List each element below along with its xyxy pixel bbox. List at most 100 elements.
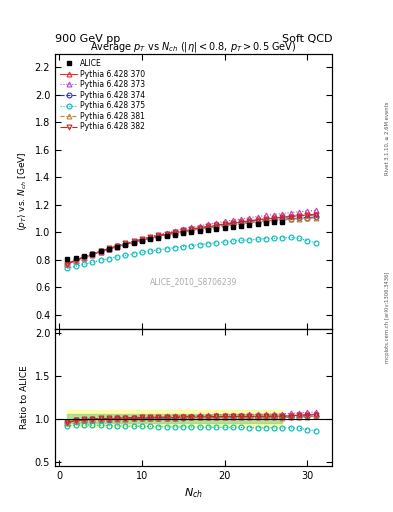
Pythia 6.428 374 <box>272 217 277 223</box>
Pythia 6.428 373 <box>264 212 268 219</box>
Pythia 6.428 381 <box>73 257 78 263</box>
Pythia 6.428 370 <box>98 249 103 255</box>
Pythia 6.428 373 <box>65 261 70 267</box>
Pythia 6.428 381 <box>107 246 111 252</box>
ALICE <box>164 233 169 239</box>
Pythia 6.428 373 <box>131 238 136 244</box>
Pythia 6.428 374 <box>173 230 177 236</box>
Pythia 6.428 374 <box>222 222 227 228</box>
Pythia 6.428 374 <box>140 237 144 243</box>
Pythia 6.428 374 <box>189 227 194 233</box>
Legend: ALICE, Pythia 6.428 370, Pythia 6.428 373, Pythia 6.428 374, Pythia 6.428 375, P: ALICE, Pythia 6.428 370, Pythia 6.428 37… <box>59 57 147 133</box>
Pythia 6.428 381 <box>82 254 86 260</box>
Pythia 6.428 382 <box>272 215 277 221</box>
Pythia 6.428 382 <box>222 221 227 227</box>
Pythia 6.428 375 <box>222 239 227 245</box>
ALICE <box>181 230 185 237</box>
Pythia 6.428 382 <box>148 234 152 240</box>
Text: 900 GeV pp: 900 GeV pp <box>55 34 120 44</box>
Pythia 6.428 381 <box>123 241 128 247</box>
Pythia 6.428 381 <box>305 215 310 221</box>
Pythia 6.428 374 <box>123 241 128 247</box>
Text: ALICE_2010_S8706239: ALICE_2010_S8706239 <box>150 278 237 286</box>
Text: Rivet 3.1.10, ≥ 2.6M events: Rivet 3.1.10, ≥ 2.6M events <box>385 101 389 175</box>
Pythia 6.428 382 <box>214 222 219 228</box>
Pythia 6.428 370 <box>280 214 285 220</box>
Pythia 6.428 374 <box>164 231 169 238</box>
Pythia 6.428 382 <box>305 212 310 219</box>
Pythia 6.428 381 <box>115 243 119 249</box>
Pythia 6.428 375 <box>65 265 70 271</box>
Pythia 6.428 370 <box>156 233 161 240</box>
Pythia 6.428 382 <box>189 226 194 232</box>
Pythia 6.428 375 <box>181 243 185 249</box>
ALICE <box>148 237 152 243</box>
ALICE <box>189 229 194 236</box>
Pythia 6.428 370 <box>140 237 144 243</box>
Pythia 6.428 381 <box>173 230 177 236</box>
Pythia 6.428 375 <box>107 255 111 262</box>
ALICE <box>173 231 177 238</box>
Pythia 6.428 375 <box>239 238 244 244</box>
Pythia 6.428 370 <box>264 216 268 222</box>
Pythia 6.428 370 <box>164 231 169 238</box>
Pythia 6.428 382 <box>239 219 244 225</box>
Pythia 6.428 382 <box>90 251 95 257</box>
Pythia 6.428 382 <box>173 229 177 235</box>
Pythia 6.428 382 <box>297 213 301 219</box>
Pythia 6.428 375 <box>123 252 128 259</box>
Pythia 6.428 370 <box>222 221 227 227</box>
Pythia 6.428 370 <box>123 241 128 247</box>
Pythia 6.428 370 <box>73 258 78 264</box>
Pythia 6.428 382 <box>280 215 285 221</box>
Pythia 6.428 370 <box>131 239 136 245</box>
Pythia 6.428 375 <box>230 238 235 244</box>
ALICE <box>131 240 136 246</box>
Text: Soft QCD: Soft QCD <box>282 34 332 44</box>
Pythia 6.428 374 <box>148 235 152 241</box>
ALICE <box>222 225 227 231</box>
Pythia 6.428 374 <box>313 214 318 220</box>
ALICE <box>90 250 95 257</box>
ALICE <box>230 224 235 230</box>
Pythia 6.428 370 <box>272 215 277 221</box>
Pythia 6.428 373 <box>288 209 293 216</box>
Pythia 6.428 370 <box>247 218 252 224</box>
Y-axis label: Ratio to ALICE: Ratio to ALICE <box>20 366 29 429</box>
Pythia 6.428 382 <box>247 218 252 224</box>
Pythia 6.428 375 <box>90 259 95 265</box>
Line: Pythia 6.428 375: Pythia 6.428 375 <box>65 235 318 271</box>
Pythia 6.428 374 <box>305 215 310 221</box>
Pythia 6.428 373 <box>280 210 285 217</box>
Pythia 6.428 381 <box>222 222 227 228</box>
Pythia 6.428 374 <box>107 246 111 252</box>
ALICE <box>197 228 202 234</box>
Pythia 6.428 375 <box>148 248 152 254</box>
ALICE <box>82 253 86 259</box>
Pythia 6.428 375 <box>156 247 161 253</box>
Pythia 6.428 374 <box>90 251 95 257</box>
ALICE <box>73 255 78 261</box>
Pythia 6.428 374 <box>181 228 185 234</box>
Pythia 6.428 382 <box>288 214 293 220</box>
Pythia 6.428 370 <box>305 212 310 218</box>
Pythia 6.428 374 <box>115 243 119 249</box>
ALICE <box>264 220 268 226</box>
Pythia 6.428 373 <box>148 233 152 240</box>
Pythia 6.428 370 <box>239 219 244 225</box>
Pythia 6.428 373 <box>197 223 202 229</box>
Pythia 6.428 381 <box>206 225 210 231</box>
Pythia 6.428 375 <box>288 234 293 241</box>
Pythia 6.428 381 <box>272 217 277 223</box>
Pythia 6.428 382 <box>115 243 119 249</box>
Pythia 6.428 381 <box>156 233 161 239</box>
Line: Pythia 6.428 382: Pythia 6.428 382 <box>65 212 318 266</box>
Pythia 6.428 375 <box>197 242 202 248</box>
Pythia 6.428 370 <box>189 227 194 233</box>
Pythia 6.428 374 <box>131 239 136 245</box>
Pythia 6.428 373 <box>222 218 227 224</box>
Pythia 6.428 373 <box>214 220 219 226</box>
Pythia 6.428 374 <box>73 257 78 263</box>
Pythia 6.428 373 <box>272 211 277 218</box>
Text: mcplots.cern.ch [arXiv:1306.3436]: mcplots.cern.ch [arXiv:1306.3436] <box>385 272 389 363</box>
